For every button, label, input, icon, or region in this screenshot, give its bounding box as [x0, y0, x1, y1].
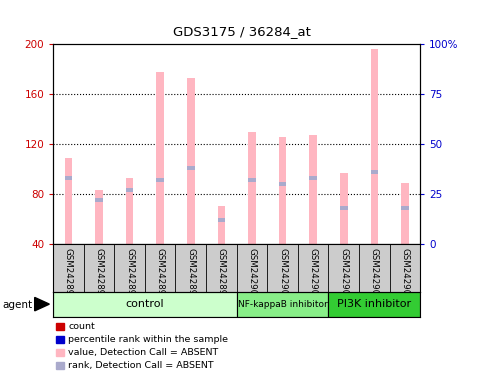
Bar	[279, 137, 286, 244]
Text: GDS3175 / 36284_at: GDS3175 / 36284_at	[172, 25, 311, 38]
Text: percentile rank within the sample: percentile rank within the sample	[68, 335, 228, 344]
Bar	[248, 178, 256, 182]
Bar	[217, 207, 225, 244]
Bar	[248, 131, 256, 244]
Bar	[340, 206, 348, 210]
Bar	[187, 166, 195, 170]
Bar	[237, 292, 328, 317]
Bar	[401, 206, 409, 210]
Text: GSM242895: GSM242895	[95, 248, 103, 300]
Text: GSM242900: GSM242900	[247, 248, 256, 300]
Text: agent: agent	[2, 300, 32, 310]
Polygon shape	[35, 298, 49, 311]
Bar	[217, 218, 225, 222]
Text: NF-kappaB inhibitor: NF-kappaB inhibitor	[238, 300, 327, 309]
Bar	[340, 173, 348, 244]
Bar	[370, 170, 378, 174]
Bar	[156, 71, 164, 244]
Bar	[279, 182, 286, 186]
Text: GSM242901: GSM242901	[278, 248, 287, 300]
Text: rank, Detection Call = ABSENT: rank, Detection Call = ABSENT	[68, 361, 214, 371]
Text: GSM242902: GSM242902	[309, 248, 318, 300]
Text: GSM242903: GSM242903	[339, 248, 348, 300]
Text: GSM242899: GSM242899	[217, 248, 226, 300]
Bar	[401, 183, 409, 244]
Text: GSM242905: GSM242905	[400, 248, 410, 300]
Bar	[65, 176, 72, 180]
Bar	[370, 49, 378, 244]
Bar	[95, 190, 103, 244]
Bar	[126, 178, 133, 244]
Bar	[156, 178, 164, 182]
Bar	[328, 292, 420, 317]
Text: value, Detection Call = ABSENT: value, Detection Call = ABSENT	[68, 348, 218, 358]
Text: GSM242894: GSM242894	[64, 248, 73, 300]
Bar	[126, 188, 133, 192]
Text: count: count	[68, 322, 95, 331]
Bar	[53, 292, 237, 317]
Bar	[65, 158, 72, 244]
Bar	[187, 78, 195, 244]
Bar	[309, 176, 317, 180]
Text: control: control	[126, 299, 164, 310]
Text: GSM242897: GSM242897	[156, 248, 165, 300]
Text: GSM242896: GSM242896	[125, 248, 134, 300]
Text: GSM242904: GSM242904	[370, 248, 379, 300]
Bar	[95, 198, 103, 202]
Bar	[309, 135, 317, 244]
Text: GSM242898: GSM242898	[186, 248, 195, 300]
Text: PI3K inhibitor: PI3K inhibitor	[337, 299, 412, 310]
